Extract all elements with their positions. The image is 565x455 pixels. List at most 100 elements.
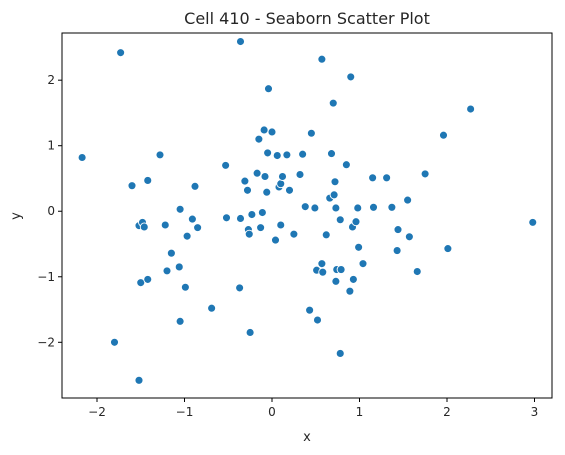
scatter-point — [259, 125, 269, 135]
scatter-point — [264, 84, 273, 94]
scatter-point — [420, 169, 430, 179]
y-tick-label: 2 — [47, 73, 55, 87]
scatter-point — [387, 202, 397, 212]
scatter-point — [306, 128, 316, 138]
scatter-point — [358, 259, 368, 269]
plot-frame — [61, 32, 553, 399]
scatter-point — [276, 179, 286, 189]
scatter-point — [278, 172, 287, 181]
x-axis-label: x — [303, 430, 311, 445]
scatter-point — [271, 235, 280, 245]
scatter-point — [236, 37, 245, 46]
scatter-point — [346, 72, 356, 82]
scatter-point — [263, 148, 273, 158]
scatter-point — [348, 274, 358, 284]
scatter-point — [318, 267, 328, 277]
scatter-point — [116, 48, 126, 58]
y-axis-label: y — [9, 212, 24, 220]
scatter-point — [182, 231, 192, 241]
scatter-point — [466, 104, 476, 114]
scatter-point — [127, 181, 137, 191]
scatter-point — [262, 187, 272, 197]
scatter-point — [300, 202, 310, 212]
scatter-point — [298, 149, 308, 159]
scatter-point — [368, 173, 378, 183]
y-tick-label: 0 — [47, 204, 55, 218]
scatter-point — [143, 175, 153, 185]
chart-title: Cell 410 - Seaborn Scatter Plot — [184, 9, 430, 28]
scatter-point — [160, 220, 170, 230]
scatter-point — [289, 229, 299, 239]
scatter-point — [175, 316, 185, 326]
scatter-point — [240, 176, 250, 186]
scatter-point — [110, 337, 119, 347]
data-points — [77, 37, 538, 385]
scatter-point — [260, 172, 270, 181]
scatter-point — [174, 262, 184, 272]
scatter-point — [331, 203, 341, 213]
scatter-point — [285, 185, 294, 195]
scatter-point — [353, 203, 363, 213]
scatter-point — [403, 195, 413, 205]
scatter-point — [77, 153, 87, 162]
scatter-point — [310, 203, 320, 213]
scatter-point — [369, 202, 378, 212]
scatter-point — [187, 214, 197, 224]
scatter-point — [257, 208, 267, 218]
scatter-point — [295, 170, 305, 179]
scatter-point — [245, 328, 255, 337]
scatter-point — [236, 213, 245, 223]
scatter-point — [335, 215, 345, 225]
scatter-point — [317, 54, 327, 64]
y-tick-label: −2 — [37, 335, 55, 349]
scatter-point — [247, 210, 257, 219]
x-tick-label: 3 — [531, 405, 539, 419]
x-axis-ticks: −2 −1 0 1 2 3 — [88, 398, 538, 419]
scatter-point — [193, 223, 203, 233]
scatter-point — [335, 348, 345, 358]
scatter-point — [267, 127, 277, 137]
x-tick-label: −2 — [88, 405, 106, 419]
scatter-point — [321, 230, 331, 240]
scatter-point — [166, 248, 176, 258]
scatter-point — [341, 160, 351, 170]
scatter-point — [412, 267, 422, 276]
scatter-point — [139, 222, 149, 232]
x-tick-label: 2 — [443, 405, 451, 419]
scatter-point — [528, 217, 538, 227]
scatter-point — [327, 149, 336, 159]
scatter-point — [330, 177, 340, 187]
scatter-point — [392, 246, 402, 256]
scatter-point — [235, 283, 245, 293]
scatter-point — [282, 150, 292, 160]
scatter-point — [328, 98, 338, 108]
scatter-point — [207, 303, 217, 313]
x-tick-label: 0 — [268, 405, 276, 419]
scatter-point — [272, 151, 282, 160]
scatter-point — [134, 375, 144, 385]
scatter-point — [244, 229, 254, 239]
scatter-point — [175, 204, 185, 214]
scatter-point — [243, 185, 252, 195]
scatter-point — [443, 244, 453, 254]
y-axis-ticks: −2 −1 0 1 2 — [37, 73, 62, 349]
scatter-point — [393, 225, 403, 235]
scatter-point — [155, 150, 165, 160]
x-tick-label: 1 — [356, 405, 364, 419]
scatter-point — [256, 223, 266, 233]
scatter-point — [345, 286, 355, 296]
scatter-point — [317, 259, 327, 269]
scatter-point — [162, 266, 172, 276]
scatter-point — [190, 181, 200, 191]
scatter-point — [221, 160, 231, 170]
scatter-point — [331, 276, 341, 286]
scatter-point — [313, 315, 322, 325]
scatter-point — [404, 232, 414, 242]
scatter-point — [305, 305, 315, 315]
scatter-point — [336, 265, 346, 275]
scatter-point — [143, 274, 153, 284]
scatter-point — [351, 217, 361, 227]
scatter-point — [276, 220, 286, 230]
scatter-point — [354, 242, 364, 252]
